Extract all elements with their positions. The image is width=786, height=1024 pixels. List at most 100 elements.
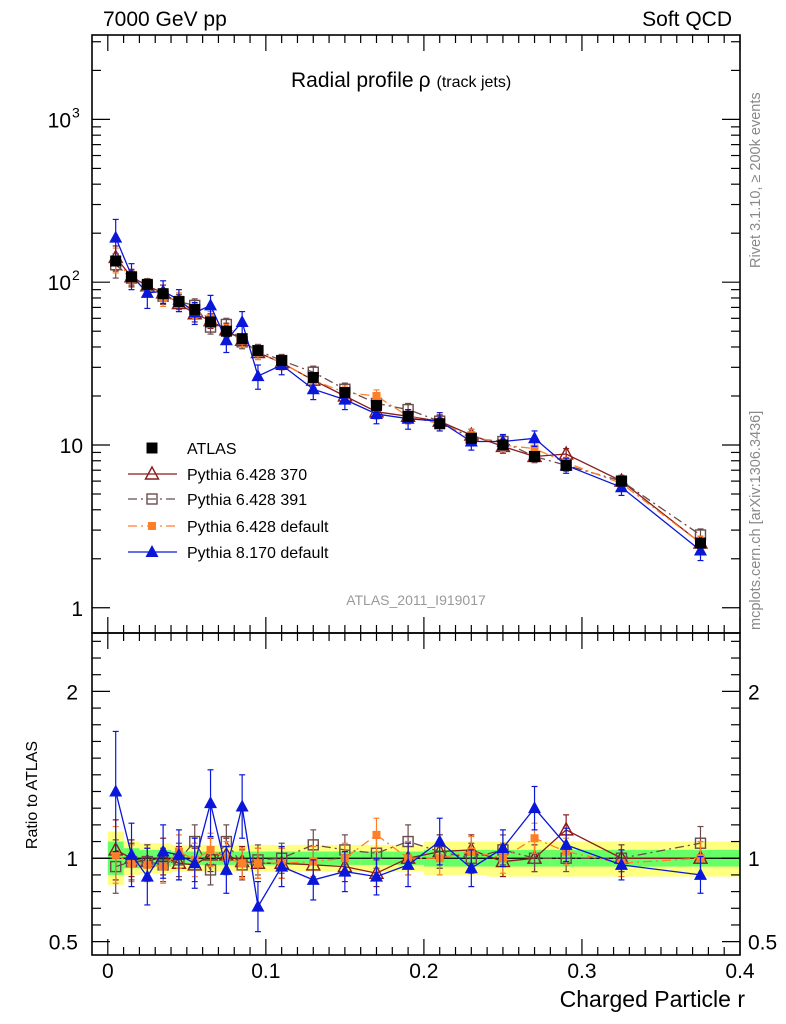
ratio-xtick-label: 0.1 [251,960,280,983]
main-point-atlas [110,255,122,267]
ratio-point-p8def [275,859,289,872]
legend-marker-p391 [146,493,158,505]
ratio-point-p6def [238,859,247,868]
ratio-series-line-p6def [115,834,701,868]
ratio-point-p8def [125,847,139,860]
main-point-atlas [370,399,382,411]
ratio-point-p8def [204,796,218,809]
ratio-point-p8def [306,872,320,885]
main-point-atlas [339,387,351,399]
ratio-xtick-label: 0 [102,960,114,983]
ratio-point-p8def [140,869,154,882]
xaxis-label: Charged Particle r [560,986,746,1012]
main-ytick-exponent: 3 [72,104,80,120]
ratio-point-p8def [219,862,233,875]
ratio-ytick-label-left: 1 [66,848,78,871]
ratio-ytick-label-right: 1 [748,848,760,871]
main-point-p8def [338,392,352,405]
analysis-watermark: ATLAS_2011_I919017 [346,592,486,608]
main-point-p8def [251,369,265,382]
ratio-point-p8def [496,841,510,854]
header-energy-label: 7000 GeV pp [103,8,227,31]
legend: ATLAS Pythia 6.428 370 Pythia 6.428 391 Pyt… [128,441,329,562]
legend-marker-p8def [145,545,159,557]
ratio-series-line-p391 [115,840,701,872]
main-series-line-p6def [115,258,701,544]
main-point-p8def [140,285,154,298]
main-series-line-p8def [115,237,701,552]
main-point-p8def [219,333,233,346]
legend-label-p6def: Pythia 6.428 default [187,519,329,536]
main-point-atlas [220,325,232,337]
ratio-point-p8def [251,899,265,912]
ratio-xtick-label: 0.2 [409,960,438,983]
main-point-atlas [236,333,248,345]
ratio-point-p8def [109,784,123,797]
ratio-point-p8def [614,857,628,870]
main-point-atlas [141,278,153,290]
legend-marker-p6def [148,522,156,530]
main-point-p8def [369,407,383,420]
ratio-point-p6def [530,834,539,843]
ratio-xtick-label: 0.4 [725,960,755,983]
main-point-atlas [307,371,319,383]
ratio-point-p8def [693,867,707,880]
main-ytick-label: 1 [71,598,83,621]
header-category-label: Soft QCD [642,8,732,31]
main-point-atlas [252,345,264,357]
ratio-point-p8def [338,864,352,877]
chart-title: Radial profile ρ (track jets) [291,69,511,92]
ratio-point-p8def [369,869,383,882]
ratio-point-p8def [172,847,186,860]
ratio-plot-frame [91,632,741,956]
main-point-atlas [189,303,201,315]
ratio-point-p8def [235,799,249,812]
main-point-p8def [693,543,707,556]
main-point-p6def [372,391,381,400]
ratio-ytick-label-right: 2 [748,681,760,704]
main-point-p8def [235,314,249,327]
main-ytick-exponent: 2 [72,267,80,283]
ratio-point-p8def [156,844,170,857]
main-point-p8def [204,298,218,311]
ratio-xtick-label: 0.3 [567,960,596,983]
main-point-atlas [173,296,185,308]
ratio-point-p8def [188,856,202,869]
main-point-atlas [465,432,477,444]
legend-marker-p370 [144,465,160,480]
main-point-atlas [615,475,627,487]
legend-label-p8def: Pythia 8.170 default [187,545,329,562]
main-point-atlas [157,288,169,300]
main-ytick-label: 10 [48,109,71,132]
legend-marker-atlas [146,442,158,454]
ratio-point-p6def [206,845,215,854]
main-ytick-label: 10 [60,435,83,458]
chart-title-sub: (track jets) [437,74,512,91]
ratio-point-p6def [372,830,381,839]
main-point-atlas [205,316,217,328]
main-point-p8def [306,382,320,395]
main-ytick-label: 10 [48,272,71,295]
main-point-p8def [528,431,542,444]
main-point-atlas [276,355,288,367]
main-point-atlas [529,450,541,462]
ratio-ytick-label-left: 0.5 [49,932,78,955]
main-point-atlas [694,537,706,549]
main-plot-frame [91,34,741,634]
main-point-p6def [530,444,539,453]
ratio-ylabel: Ratio to ATLAS [24,741,41,849]
ratio-point-p6def [111,850,120,859]
main-point-atlas [126,271,138,283]
ratio-point-p8def [528,801,542,814]
ratio-point-p8def [464,861,478,874]
main-point-p8def [109,230,123,243]
main-point-atlas [497,439,509,451]
ratio-series-line-p8def [115,791,701,909]
ratio-ytick-label-right: 0.5 [748,932,777,955]
ratio-point-p8def [559,837,573,850]
main-point-atlas [402,410,414,422]
ratio-ytick-label-left: 2 [66,681,78,704]
ratio-point-p6def [253,859,262,868]
